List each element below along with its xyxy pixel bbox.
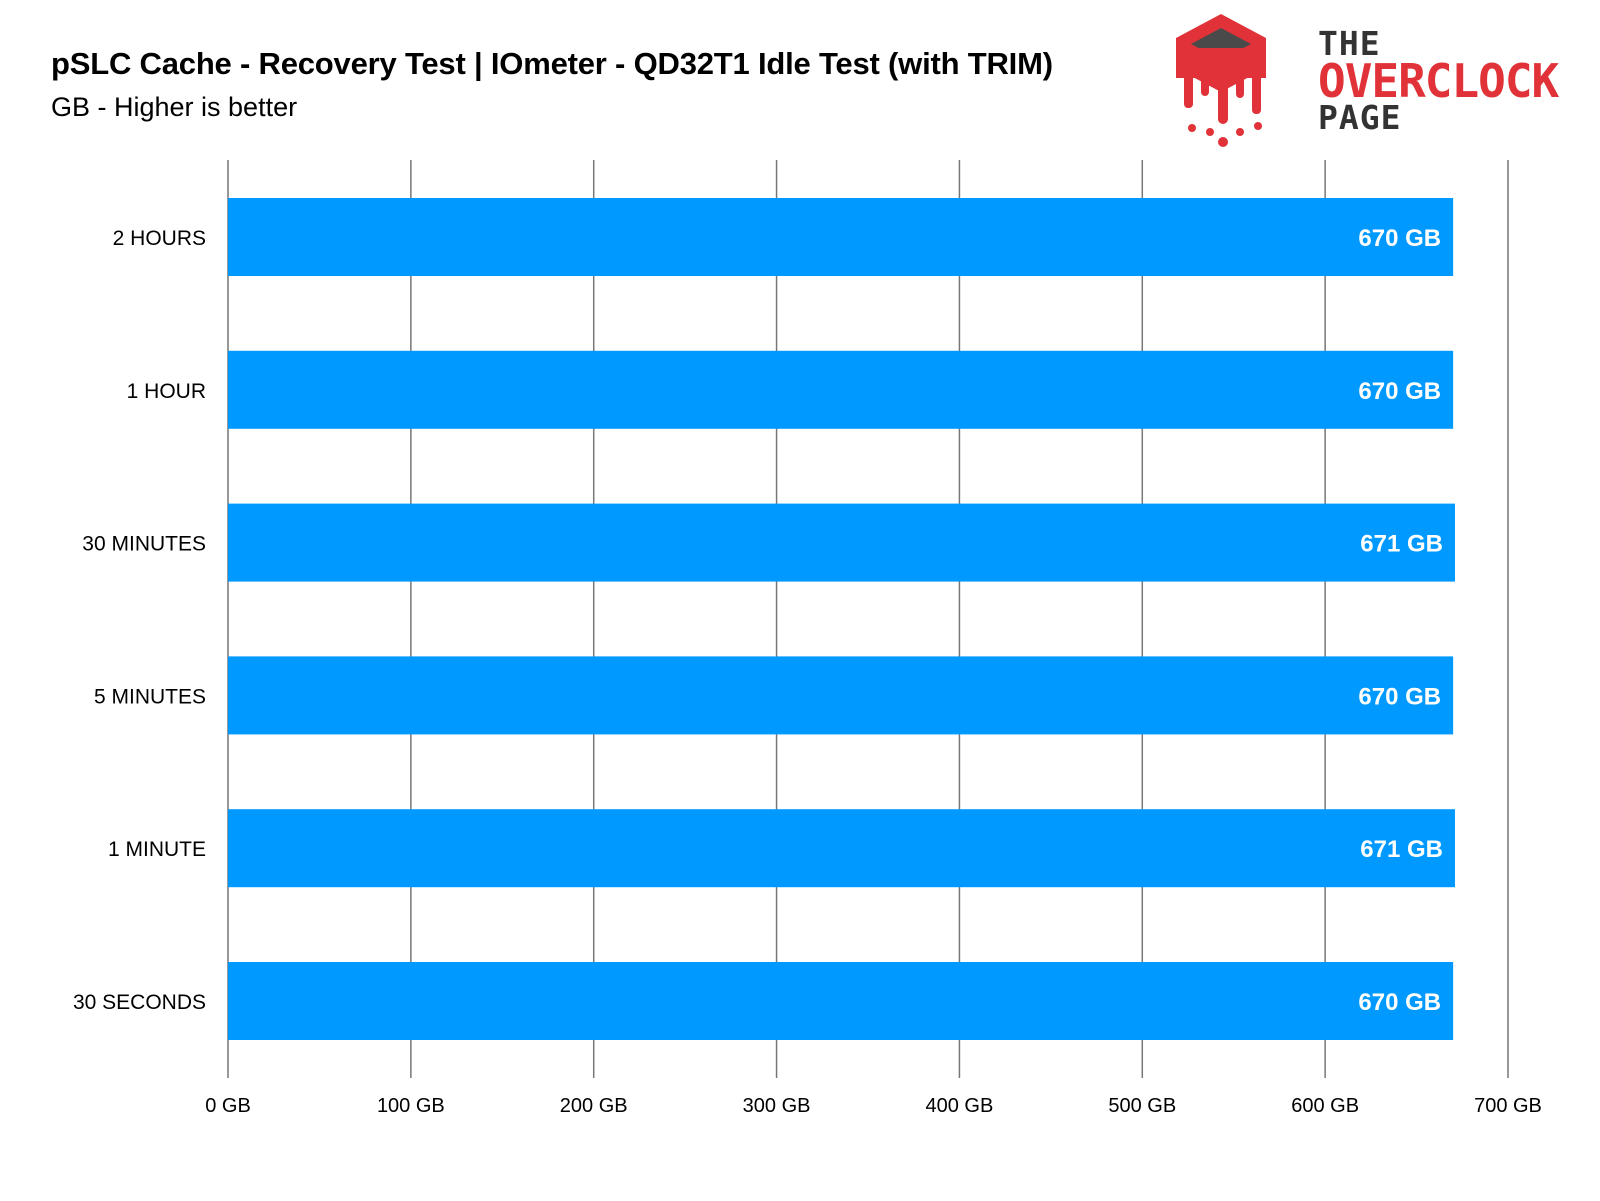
category-label: 30 MINUTES <box>82 533 206 556</box>
bar <box>228 962 1454 1040</box>
data-label: 670 GB <box>1358 683 1441 710</box>
x-tick-label: 500 GB <box>1108 1095 1176 1117</box>
x-tick-label: 600 GB <box>1291 1095 1359 1117</box>
logo-line-overclock: OVERCLOCK <box>1318 54 1559 108</box>
x-tick-label: 200 GB <box>560 1095 628 1117</box>
data-label: 670 GB <box>1358 378 1441 405</box>
chart-title: pSLC Cache - Recovery Test | IOmeter - Q… <box>51 46 1053 81</box>
bar <box>228 350 1454 429</box>
x-tick-label: 400 GB <box>926 1095 994 1117</box>
category-label: 1 MINUTE <box>108 838 206 861</box>
category-label: 5 MINUTES <box>94 685 206 708</box>
chart-subtitle: GB - Higher is better <box>51 92 298 122</box>
data-label: 670 GB <box>1358 989 1441 1016</box>
x-tick-label: 300 GB <box>743 1095 811 1117</box>
logo-line-page: PAGE <box>1318 98 1402 137</box>
x-tick-label: 100 GB <box>377 1095 445 1117</box>
bar <box>228 809 1455 888</box>
bar <box>228 503 1455 582</box>
data-label: 671 GB <box>1360 836 1443 863</box>
data-label: 670 GB <box>1358 225 1441 252</box>
category-label: 1 HOUR <box>127 380 206 403</box>
site-logo: THE OVERCLOCK PAGE <box>1176 8 1594 158</box>
x-tick-label: 700 GB <box>1474 1095 1542 1117</box>
category-label: 2 HOURS <box>113 227 206 250</box>
logo-line-the: THE <box>1318 24 1381 63</box>
category-label: 30 SECONDS <box>73 991 206 1014</box>
data-label: 671 GB <box>1360 531 1443 558</box>
cpu-chip-melting-icon <box>1176 14 1266 147</box>
bar <box>228 656 1454 735</box>
bar <box>228 198 1454 276</box>
x-tick-label: 0 GB <box>205 1095 251 1117</box>
